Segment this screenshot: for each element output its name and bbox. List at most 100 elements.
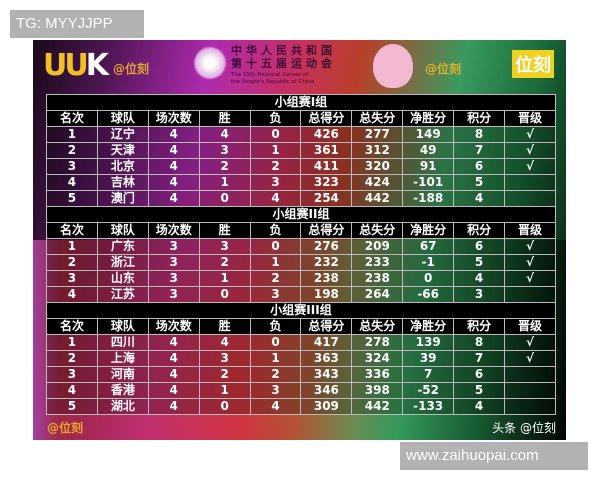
table-cell — [504, 398, 556, 415]
table-cell: 4 — [147, 190, 200, 207]
table-cell: 4 — [453, 398, 506, 415]
table-cell: 1 — [198, 382, 251, 399]
standings-table: 小组赛I组 名次 球队 场次数胜负总得分 总失分 净胜分 积分 晋级 1 辽宁 4 4 0 426 277 1… — [46, 94, 556, 415]
table-cell: √ — [504, 254, 556, 271]
table-row: 1 广东 3 3 0 276 209 67 6 √ — [46, 238, 556, 255]
table-cell: 5 — [46, 398, 98, 415]
table-cell: 3 — [249, 174, 302, 191]
column-header: 净胜分 — [402, 318, 455, 335]
column-header: 总失分 — [351, 222, 404, 239]
table-cell: 3 — [198, 350, 251, 367]
table-cell: 吉林 — [96, 174, 149, 191]
table-cell: 4 — [46, 382, 98, 399]
table-cell: 2 — [198, 366, 251, 383]
weike-logo: 位刻 — [512, 50, 554, 78]
games-emblem-icon — [193, 46, 227, 80]
table-cell: 198 — [300, 286, 353, 303]
table-row: 4 吉林 4 1 3 323 424 -101 5 — [46, 174, 556, 191]
column-header: 名次 — [46, 318, 98, 335]
table-cell — [504, 174, 556, 191]
column-header: 净胜分 — [402, 110, 455, 127]
table-row: 5 澳门 4 0 4 254 442 -188 4 — [46, 190, 556, 207]
table-cell: 3 — [147, 270, 200, 287]
column-header: 球队 — [96, 318, 149, 335]
banner: UUK 中华人民共和国 第十五届运动会 The 15th National Gam… — [33, 40, 566, 92]
table-cell: -52 — [402, 382, 455, 399]
table-cell: 湖北 — [96, 398, 149, 415]
table-cell: 4 — [147, 398, 200, 415]
table-cell: 238 — [300, 270, 353, 287]
table-cell: 4 — [147, 382, 200, 399]
table-cell: 309 — [300, 398, 353, 415]
group-title: 小组赛II组 — [46, 206, 556, 223]
table-cell: 1 — [46, 334, 98, 351]
column-header: 场次数 — [147, 110, 200, 127]
table-row: 1 四川 4 4 0 417 278 139 8 √ — [46, 334, 556, 351]
table-cell: 336 — [351, 366, 404, 383]
column-header: 名次 — [46, 222, 98, 239]
header-row: 名次 球队 场次数胜负总得分 总失分 净胜分 积分 晋级 — [46, 110, 556, 127]
column-header: 胜 — [198, 222, 251, 239]
table-cell: -133 — [402, 398, 455, 415]
table-cell — [504, 366, 556, 383]
watermark: @位刻 — [425, 62, 462, 76]
column-header: 晋级 — [504, 222, 556, 239]
column-header: 总得分 — [300, 318, 353, 335]
column-header: 场次数 — [147, 318, 200, 335]
column-header: 积分 — [453, 318, 506, 335]
table-row: 2 天津 4 3 1 361 312 49 7 √ — [46, 142, 556, 159]
column-header: 负 — [249, 222, 302, 239]
table-cell: 6 — [453, 158, 506, 175]
table-cell: 3 — [198, 238, 251, 255]
group-title-row: 小组赛I组 — [46, 94, 556, 111]
table-cell: 广东 — [96, 238, 149, 255]
table-cell: 4 — [46, 286, 98, 303]
table-cell: 424 — [351, 174, 404, 191]
table-cell: 3 — [46, 270, 98, 287]
table-cell: 4 — [147, 174, 200, 191]
table-cell: 山东 — [96, 270, 149, 287]
table-cell: 91 — [402, 158, 455, 175]
table-cell: 363 — [300, 350, 353, 367]
table-cell: 4 — [249, 398, 302, 415]
table-cell: √ — [504, 350, 556, 367]
watermark: @位刻 — [47, 421, 84, 435]
column-header: 球队 — [96, 222, 149, 239]
table-cell: 澳门 — [96, 190, 149, 207]
uk-logo: UUK — [43, 48, 109, 83]
table-cell: 8 — [453, 334, 506, 351]
table-cell: 3 — [249, 286, 302, 303]
column-header: 负 — [249, 110, 302, 127]
table-row: 3 河南 4 2 2 343 336 7 6 — [46, 366, 556, 383]
table-cell: 5 — [453, 174, 506, 191]
table-cell: 3 — [453, 286, 506, 303]
table-cell: 2 — [198, 254, 251, 271]
table-cell: 北京 — [96, 158, 149, 175]
table-cell: √ — [504, 238, 556, 255]
table-cell: √ — [504, 142, 556, 159]
table-cell: 上海 — [96, 350, 149, 367]
table-cell: 2 — [249, 158, 302, 175]
table-cell: 3 — [249, 382, 302, 399]
table-cell: √ — [504, 270, 556, 287]
column-header: 负 — [249, 318, 302, 335]
table-cell: -188 — [402, 190, 455, 207]
standings-poster: UUK 中华人民共和国 第十五届运动会 The 15th National Gam… — [33, 40, 566, 440]
table-cell: 278 — [351, 334, 404, 351]
table-cell: 7 — [453, 142, 506, 159]
table-cell: 5 — [46, 190, 98, 207]
table-cell: 1 — [249, 142, 302, 159]
table-row: 1 辽宁 4 4 0 426 277 149 8 √ — [46, 126, 556, 143]
table-row: 4 香港 4 1 3 346 398 -52 5 — [46, 382, 556, 399]
bottom-overlay-label: www.zaihuopai.com — [400, 442, 588, 470]
column-header: 总得分 — [300, 222, 353, 239]
table-row: 2 上海 4 3 1 363 324 39 7 √ — [46, 350, 556, 367]
table-cell: 5 — [453, 254, 506, 271]
table-cell: 4 — [147, 350, 200, 367]
table-cell: 312 — [351, 142, 404, 159]
games-title-cn: 中华人民共和国 第十五届运动会 — [231, 44, 336, 70]
table-cell: 346 — [300, 382, 353, 399]
table-cell: 67 — [402, 238, 455, 255]
table-cell: 49 — [402, 142, 455, 159]
table-cell — [504, 190, 556, 207]
